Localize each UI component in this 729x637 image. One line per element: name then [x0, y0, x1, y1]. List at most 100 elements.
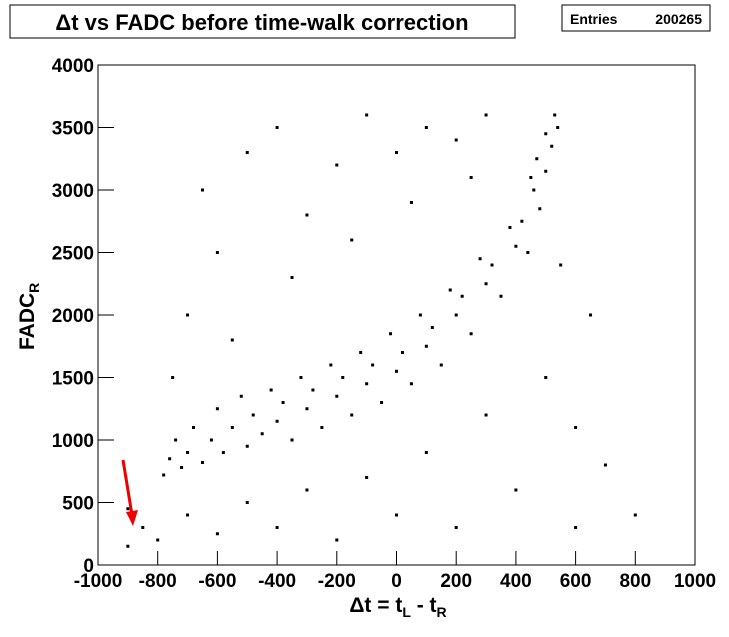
point	[430, 326, 434, 329]
point	[245, 444, 249, 448]
point	[365, 113, 369, 117]
y-tick-label: 1500	[52, 369, 94, 390]
point	[320, 426, 324, 429]
point	[221, 451, 225, 454]
arrow-head	[126, 510, 138, 526]
point	[174, 438, 178, 442]
point	[538, 207, 542, 211]
y-tick-label: 3000	[52, 181, 94, 202]
point	[311, 388, 315, 392]
point	[448, 288, 452, 292]
point	[275, 419, 279, 423]
point	[365, 476, 369, 479]
x-tick-label: 1000	[674, 571, 716, 592]
y-tick-label: 2000	[52, 306, 94, 327]
point	[418, 313, 422, 317]
point	[395, 513, 398, 517]
point	[245, 151, 249, 154]
x-label-part: Δt = t	[349, 594, 402, 617]
point	[230, 426, 234, 429]
point	[424, 126, 428, 129]
point	[215, 532, 219, 536]
y-tick-label: 2500	[52, 244, 94, 265]
point	[395, 369, 398, 373]
point	[168, 457, 172, 461]
point	[389, 332, 393, 336]
point	[454, 138, 458, 142]
point	[186, 451, 190, 454]
x-tick-label: -1000	[74, 571, 123, 592]
point	[281, 401, 285, 404]
x-tick-label: 400	[500, 571, 532, 592]
point	[162, 473, 166, 477]
point	[215, 251, 219, 254]
point	[200, 461, 204, 464]
point	[275, 526, 279, 529]
point	[209, 438, 213, 442]
y-tick-label: 4000	[52, 56, 94, 77]
point	[439, 363, 443, 367]
point	[245, 501, 249, 504]
y-tick-label: 3500	[52, 119, 94, 140]
point	[171, 376, 175, 379]
x-label-part: - t	[411, 594, 437, 617]
y-tick-label: 500	[62, 494, 94, 515]
point	[589, 313, 593, 317]
x-axis-label: Δt = tL - tR	[349, 594, 446, 620]
point	[380, 401, 384, 404]
point	[335, 394, 339, 398]
point	[365, 382, 369, 386]
y-axis-label: FADCR	[16, 283, 42, 350]
y-tick-label: 1000	[52, 431, 94, 452]
point	[350, 413, 354, 417]
point	[526, 251, 530, 254]
point	[335, 163, 339, 167]
stats-box	[561, 4, 711, 32]
point	[305, 213, 309, 217]
point	[180, 466, 184, 469]
point	[409, 201, 413, 204]
point	[574, 426, 578, 429]
x-tick-label: -600	[198, 571, 236, 592]
point	[215, 407, 219, 411]
point	[186, 513, 190, 517]
point	[424, 344, 428, 348]
point	[329, 363, 333, 367]
point	[484, 282, 488, 286]
y-label-part: FADC	[16, 293, 39, 350]
x-tick-label: -800	[139, 571, 177, 592]
point	[126, 507, 130, 511]
point	[290, 276, 294, 279]
point	[400, 351, 404, 354]
point	[532, 188, 536, 192]
point	[469, 176, 473, 179]
point	[186, 313, 190, 317]
y-tick-label: 0	[83, 556, 94, 577]
title-box	[9, 4, 516, 39]
point	[424, 451, 428, 454]
point	[335, 538, 339, 542]
point	[454, 526, 458, 529]
point	[275, 126, 279, 129]
point	[290, 438, 294, 442]
point	[529, 176, 533, 179]
stats-label: Entries	[570, 11, 618, 27]
point	[200, 188, 204, 192]
point	[520, 219, 524, 223]
point	[553, 113, 557, 117]
point	[409, 382, 413, 386]
arrow-shaft	[121, 459, 134, 516]
point	[251, 413, 255, 417]
point	[269, 388, 273, 392]
point	[544, 169, 548, 173]
point	[484, 413, 488, 417]
point	[371, 363, 375, 367]
point	[350, 238, 354, 242]
point	[544, 132, 548, 136]
point	[603, 463, 607, 467]
chart-title: Δt vs FADC before time-walk correction	[55, 10, 468, 35]
point	[514, 244, 518, 248]
point	[454, 313, 458, 317]
